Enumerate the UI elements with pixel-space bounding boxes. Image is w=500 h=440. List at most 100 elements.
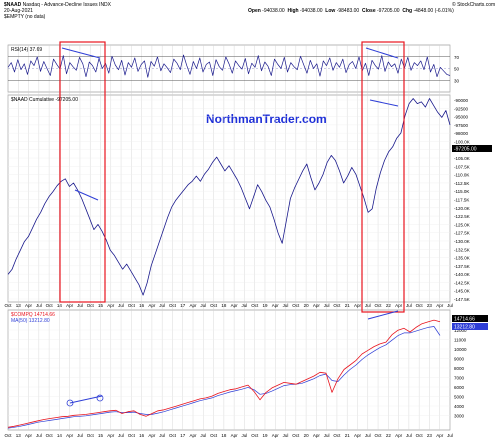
time-tick-label: Jul <box>447 303 453 308</box>
adline-tick-label: -127.5K <box>454 231 470 236</box>
time-tick-label: Apr <box>436 433 444 438</box>
time-tick-label: Jul <box>77 433 83 438</box>
compq-tick-label: 3000 <box>454 414 465 419</box>
adline-tick-label: -117.5K <box>454 198 469 203</box>
adline-tick-label: -125.0K <box>454 222 470 227</box>
time-tick-label: Apr <box>66 303 74 308</box>
adline-tick-label: -92500 <box>454 106 469 111</box>
time-tick-label: Apr <box>66 433 74 438</box>
time-tick-label: Oct <box>416 303 424 308</box>
time-tick-label: Apr <box>354 433 362 438</box>
time-tick-label: Jul <box>200 433 206 438</box>
time-tick-label: 16 <box>139 303 145 308</box>
adline-tick-label: -95000 <box>454 115 469 120</box>
adline-tick-label: -145.0K <box>454 289 470 294</box>
rsi-tick-label: 30 <box>454 78 460 83</box>
time-tick-label: Oct <box>210 433 218 438</box>
time-tick-label: Jul <box>242 433 248 438</box>
time-tick-label: Apr <box>354 303 362 308</box>
time-tick-label: Apr <box>25 303 33 308</box>
time-tick-label: Jul <box>242 303 248 308</box>
time-tick-label: Jul <box>159 433 165 438</box>
adline-tick-label: -97500 <box>454 123 469 128</box>
chart-date: 20-Aug-2021 <box>4 8 33 14</box>
time-tick-label: Apr <box>148 433 156 438</box>
rsi-trendline-2021 <box>365 47 399 59</box>
time-tick-label: 14 <box>57 433 63 438</box>
compq-last-value-box <box>452 315 488 322</box>
adline-trendline-2014 <box>74 189 99 201</box>
adline-tick-label: -137.5K <box>454 264 470 269</box>
time-tick-label: Oct <box>169 433 177 438</box>
time-tick-label: Jul <box>283 433 289 438</box>
adline-legend: $NAAD Cumulative -97205.00 <box>11 97 78 103</box>
adline-tick-label: -100.0K <box>454 139 470 144</box>
time-tick-label: Oct <box>292 303 300 308</box>
time-tick-label: 19 <box>262 433 268 438</box>
plot-lines <box>7 54 451 429</box>
time-tick-label: 21 <box>345 303 351 308</box>
adline-trendline-2021 <box>369 99 399 107</box>
time-tick-label: 21 <box>345 433 351 438</box>
time-tick-label: Apr <box>272 433 280 438</box>
time-tick-label: Oct <box>375 433 383 438</box>
adline-series-line <box>7 98 451 296</box>
time-tick-label: 13 <box>16 433 22 438</box>
open-value: -94038.00 <box>262 8 285 14</box>
time-tick-label: Jul <box>447 433 453 438</box>
time-tick-label: Apr <box>107 433 115 438</box>
time-tick-label: Apr <box>313 433 321 438</box>
adline-last-value: -97205.00 <box>454 147 477 153</box>
time-tick-label: Jul <box>365 433 371 438</box>
compq-tick-label: 11000 <box>454 338 467 343</box>
time-tick-label: Jul <box>118 433 124 438</box>
rsi-tick-label: 70 <box>454 55 460 60</box>
time-tick-label: Jul <box>118 303 124 308</box>
time-tick-label: 14 <box>57 303 63 308</box>
time-tick-label: Apr <box>231 303 239 308</box>
adline-tick-label: -142.5K <box>454 280 470 285</box>
compq-trendline-2021 <box>367 310 399 320</box>
adline-last-value-box <box>452 145 492 152</box>
highlight-box-2021 <box>361 41 405 313</box>
time-tick-label: 15 <box>98 303 104 308</box>
time-tick-label: Oct <box>251 303 259 308</box>
time-tick-label: Jul <box>283 303 289 308</box>
time-tick-label: Oct <box>46 433 54 438</box>
close-value: -97205.00 <box>377 8 400 14</box>
compq-circle-marker <box>66 399 74 407</box>
high-value: -94038.00 <box>299 8 323 14</box>
rsi-legend: RSI(14) 37.69 <box>11 47 42 53</box>
time-tick-label: Apr <box>190 303 198 308</box>
compq-tick-label: 12000 <box>454 328 467 333</box>
time-tick-label: Oct <box>169 303 177 308</box>
compq-price-line <box>7 319 441 428</box>
time-tick-label: Apr <box>313 303 321 308</box>
highlight-box-2014 <box>59 41 106 303</box>
adline-tick-label: -130.0K <box>454 239 470 244</box>
empty-legend: $EMPTY (no data) <box>4 14 46 20</box>
time-tick-label: 22 <box>386 303 392 308</box>
time-tick-label: Jul <box>36 303 42 308</box>
compq-circle-marker <box>96 394 104 402</box>
time-tick-label: 17 <box>180 433 186 438</box>
time-tick-label: Oct <box>87 303 95 308</box>
compq-tick-label: 6000 <box>454 385 465 390</box>
adline-tick-label: -147.5K <box>454 297 470 302</box>
adline-tick-label: -112.5K <box>454 181 469 186</box>
compq-legend: $COMPQ 14714.66 <box>11 312 55 318</box>
adline-panel-frame <box>7 94 451 303</box>
time-tick-label: Jul <box>406 303 412 308</box>
chart-symbol: $NAAD <box>4 2 22 8</box>
compq-ma-last-value-box <box>452 323 488 330</box>
time-tick-label: Apr <box>107 303 115 308</box>
time-tick-label: 18 <box>221 303 227 308</box>
chart-symbol-line: $NAAD Nasdaq - Advance-Decline Issues IN… <box>4 2 111 8</box>
chg-value: -4848.00 (-6.01%) <box>413 8 454 14</box>
time-tick-label: Apr <box>436 303 444 308</box>
time-tick-label: Apr <box>272 303 280 308</box>
time-tick-label: 20 <box>304 303 310 308</box>
time-tick-label: Oct <box>375 303 383 308</box>
time-tick-label: Oct <box>333 433 341 438</box>
